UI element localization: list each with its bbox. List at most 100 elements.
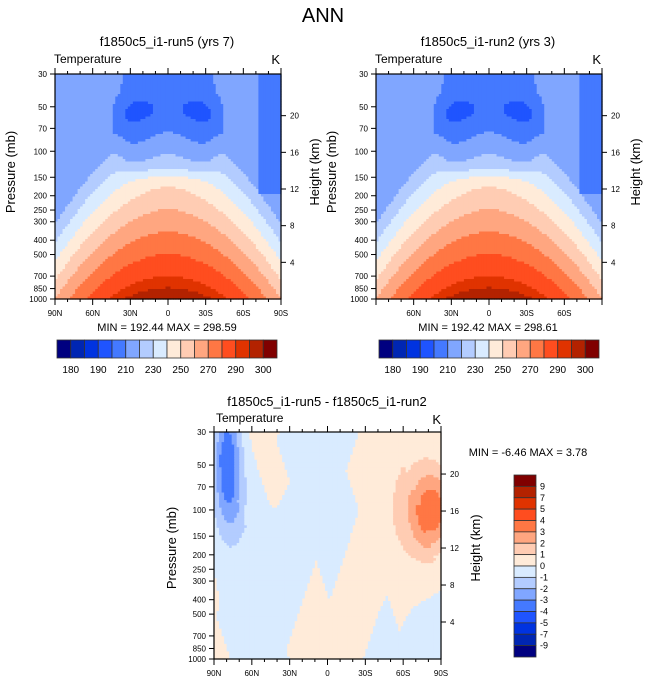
contour-cell (100, 119, 104, 123)
contour-cell (173, 74, 177, 78)
contour-cell (173, 99, 177, 103)
contour-cell (122, 76, 126, 80)
contour-cell (75, 86, 79, 90)
contour-cell (170, 106, 174, 110)
contour-cell (175, 104, 179, 108)
contour-cell (255, 114, 259, 118)
contour-cell (82, 104, 86, 108)
contour-cell (120, 114, 124, 118)
contour-cell (107, 101, 111, 105)
contour-cell (203, 74, 207, 78)
contour-cell (150, 104, 154, 108)
contour-cell (105, 109, 109, 113)
contour-cell (122, 81, 126, 85)
contour-cell (215, 111, 219, 115)
contour-cell (278, 99, 282, 103)
contour-cell (228, 96, 232, 100)
contour-cell (210, 76, 214, 80)
contour-cell (115, 104, 119, 108)
contour-cell (210, 101, 214, 105)
contour-cell (273, 89, 277, 93)
contour-cell (170, 74, 174, 78)
contour-cell (225, 76, 229, 80)
contour-cell (100, 76, 104, 80)
contour-cell (173, 79, 177, 83)
contour-cell (92, 109, 96, 113)
contour-cell (125, 109, 129, 113)
contour-cell (243, 106, 247, 110)
contour-cell (132, 79, 136, 83)
contour-cell (55, 109, 59, 113)
contour-cell (130, 101, 134, 105)
contour-cell (152, 104, 157, 108)
contour-cell (57, 81, 61, 85)
contour-cell (275, 104, 280, 108)
contour-cell (70, 109, 74, 113)
contour-cell (80, 86, 84, 90)
contour-cell (85, 79, 89, 83)
contour-cell (102, 94, 106, 98)
contour-cell (115, 74, 119, 78)
contour-cell (72, 81, 76, 85)
contour-cell (278, 79, 282, 83)
contour-cell (127, 79, 131, 83)
contour-cell (55, 86, 59, 90)
contour-cell (162, 76, 167, 80)
contour-cell (223, 111, 227, 115)
contour-cell (195, 84, 199, 88)
contour-cell (102, 86, 106, 90)
contour-cell (175, 114, 179, 118)
contour-cell (188, 86, 192, 90)
contour-cell (265, 104, 270, 108)
contour-cell (62, 109, 66, 113)
contour-cell (62, 119, 66, 123)
contour-cell (57, 86, 61, 90)
contour-cell (180, 86, 184, 90)
contour-cell (115, 114, 119, 118)
contour-cell (115, 116, 119, 120)
contour-cell (240, 89, 244, 93)
contour-cell (157, 106, 162, 110)
contour-cell (100, 104, 104, 108)
contour-cell (195, 96, 199, 100)
contour-cell (87, 89, 91, 93)
contour-cell (100, 74, 104, 78)
contour-cell (253, 96, 257, 100)
contour-cell (97, 119, 101, 123)
contour-cell (77, 101, 81, 105)
contour-cell (105, 99, 109, 103)
contour-cell (132, 101, 136, 105)
contour-cell (72, 101, 76, 105)
contour-cell (260, 76, 265, 80)
contour-cell (278, 111, 282, 115)
contour-cell (253, 74, 257, 78)
contour-cell (210, 89, 214, 93)
contour-cell (102, 74, 106, 78)
contour-cell (100, 106, 104, 110)
contour-cell (142, 109, 146, 113)
contour-cell (87, 106, 91, 110)
contour-cell (245, 91, 249, 95)
contour-cell (253, 86, 257, 90)
contour-cell (208, 101, 212, 105)
contour-cell (243, 86, 247, 90)
contour-cell (95, 111, 99, 115)
contour-cell (132, 81, 136, 85)
contour-cell (65, 109, 69, 113)
contour-cell (110, 111, 114, 115)
contour-cell (243, 109, 247, 113)
contour-cell (203, 104, 207, 108)
contour-cell (250, 114, 254, 118)
contour-cell (60, 114, 64, 118)
contour-cell (85, 74, 89, 78)
contour-cell (193, 81, 197, 85)
contour-cell (188, 109, 192, 113)
contour-cell (188, 91, 192, 95)
contour-cell (117, 86, 121, 90)
contour-cell (55, 84, 59, 88)
contour-cell (75, 109, 79, 113)
contour-cell (112, 101, 116, 105)
contour-cell (248, 79, 252, 83)
contour-cell (140, 101, 144, 105)
contour-cell (57, 99, 61, 103)
